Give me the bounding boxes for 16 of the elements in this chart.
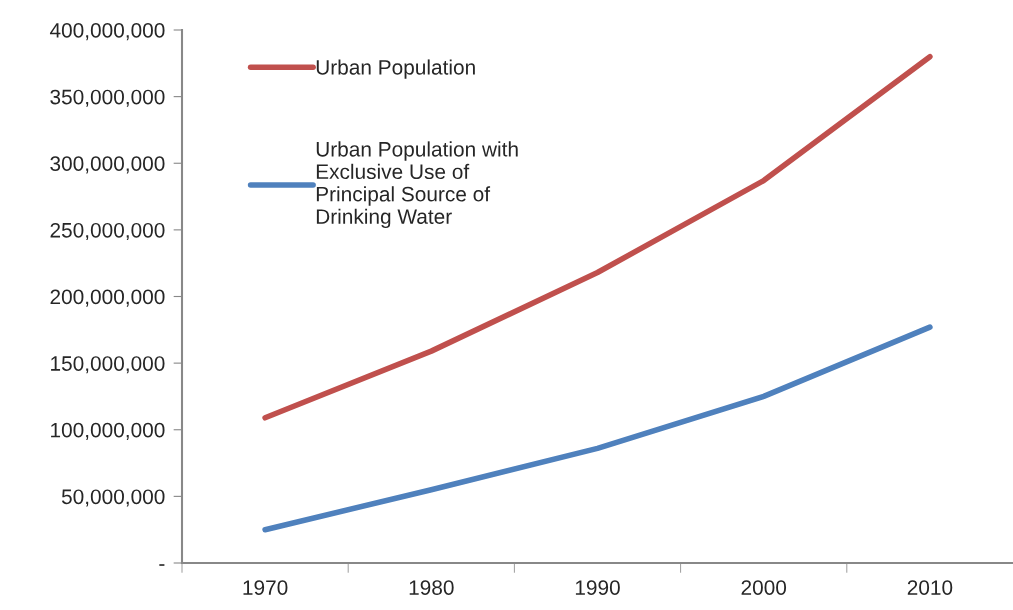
x-tick-label: 1970 <box>243 580 288 595</box>
x-tick-label: 2010 <box>907 580 953 595</box>
y-tick-label: 200,000,000 <box>50 289 165 307</box>
y-tick-label: 100,000,000 <box>51 422 165 440</box>
legend-label: Urban Population with Exclusive Use of Principal Source of Drinking Water <box>316 141 518 229</box>
x-tick-label: 2000 <box>741 580 787 595</box>
y-tick-label: 250,000,000 <box>50 222 165 241</box>
y-tick-label: 350,000,000 <box>50 89 165 107</box>
y-tick-label: 50,000,000 <box>61 489 165 507</box>
legend-label: Urban Population <box>316 59 475 79</box>
x-tick-label: 1990 <box>575 580 620 595</box>
y-tick-label: 150,000,000 <box>51 356 165 374</box>
y-tick-label: - <box>159 564 165 566</box>
x-tick-label: 1980 <box>409 580 454 595</box>
y-tick-label: 300,000,000 <box>50 156 165 174</box>
y-tick-label: 400,000,000 <box>49 23 165 41</box>
